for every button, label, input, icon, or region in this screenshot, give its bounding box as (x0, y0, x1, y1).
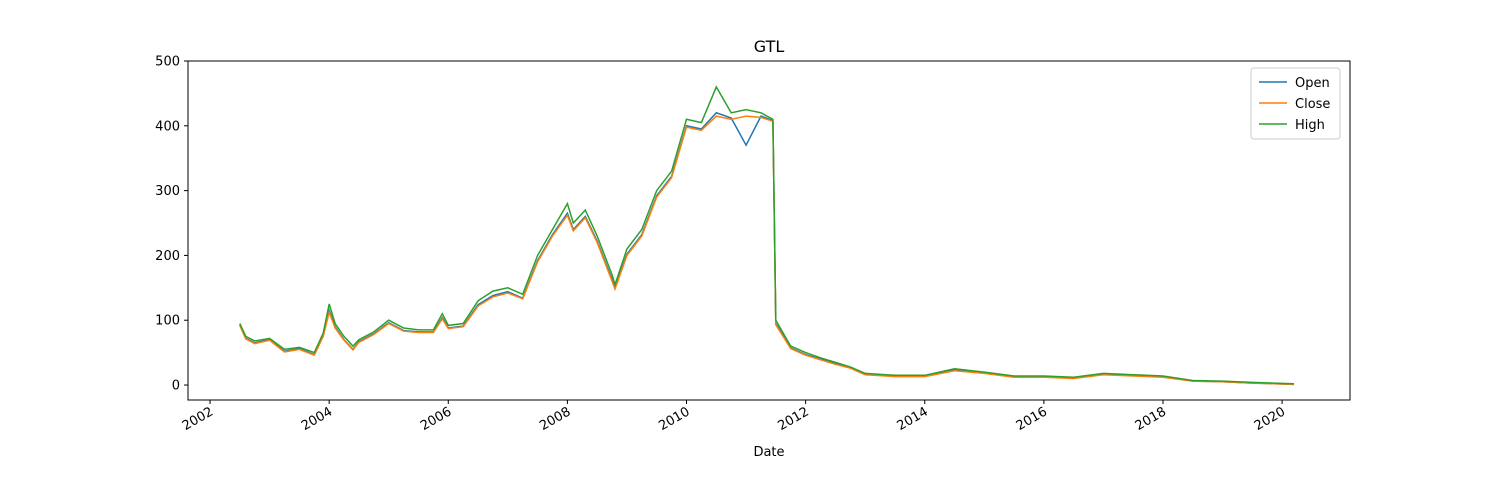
legend-label: High (1295, 118, 1325, 133)
legend: Open Close High (1250, 67, 1341, 140)
legend-box (1250, 67, 1341, 140)
x-tick-label: 2016 (1014, 404, 1050, 434)
x-tick-label: 2008 (537, 404, 573, 434)
chart-title: GTL (754, 37, 785, 56)
legend-label: Open (1295, 76, 1330, 91)
x-axis-label: Date (753, 445, 784, 460)
x-tick-label: 2010 (656, 404, 692, 434)
y-tick-label: 200 (155, 249, 180, 264)
x-tick-label: 2012 (775, 404, 811, 434)
x-tick-label: 2004 (299, 404, 335, 434)
y-tick-label: 400 (155, 119, 180, 134)
x-tick-label: 2006 (418, 404, 454, 434)
y-tick-label: 0 (172, 379, 180, 394)
plot-frame (187, 60, 1351, 401)
legend-label: Close (1295, 97, 1330, 112)
x-tick-label: 2002 (180, 404, 216, 434)
series-line (239, 85, 1295, 385)
y-tick-label: 100 (155, 314, 180, 329)
x-tick-label: 2018 (1133, 404, 1169, 434)
series-line (239, 111, 1295, 386)
x-tick-label: 2020 (1252, 404, 1288, 434)
y-tick-label: 500 (155, 55, 180, 70)
series-line (239, 115, 1295, 386)
x-tick-label: 2014 (895, 404, 931, 434)
y-tick-label: 300 (155, 184, 180, 199)
